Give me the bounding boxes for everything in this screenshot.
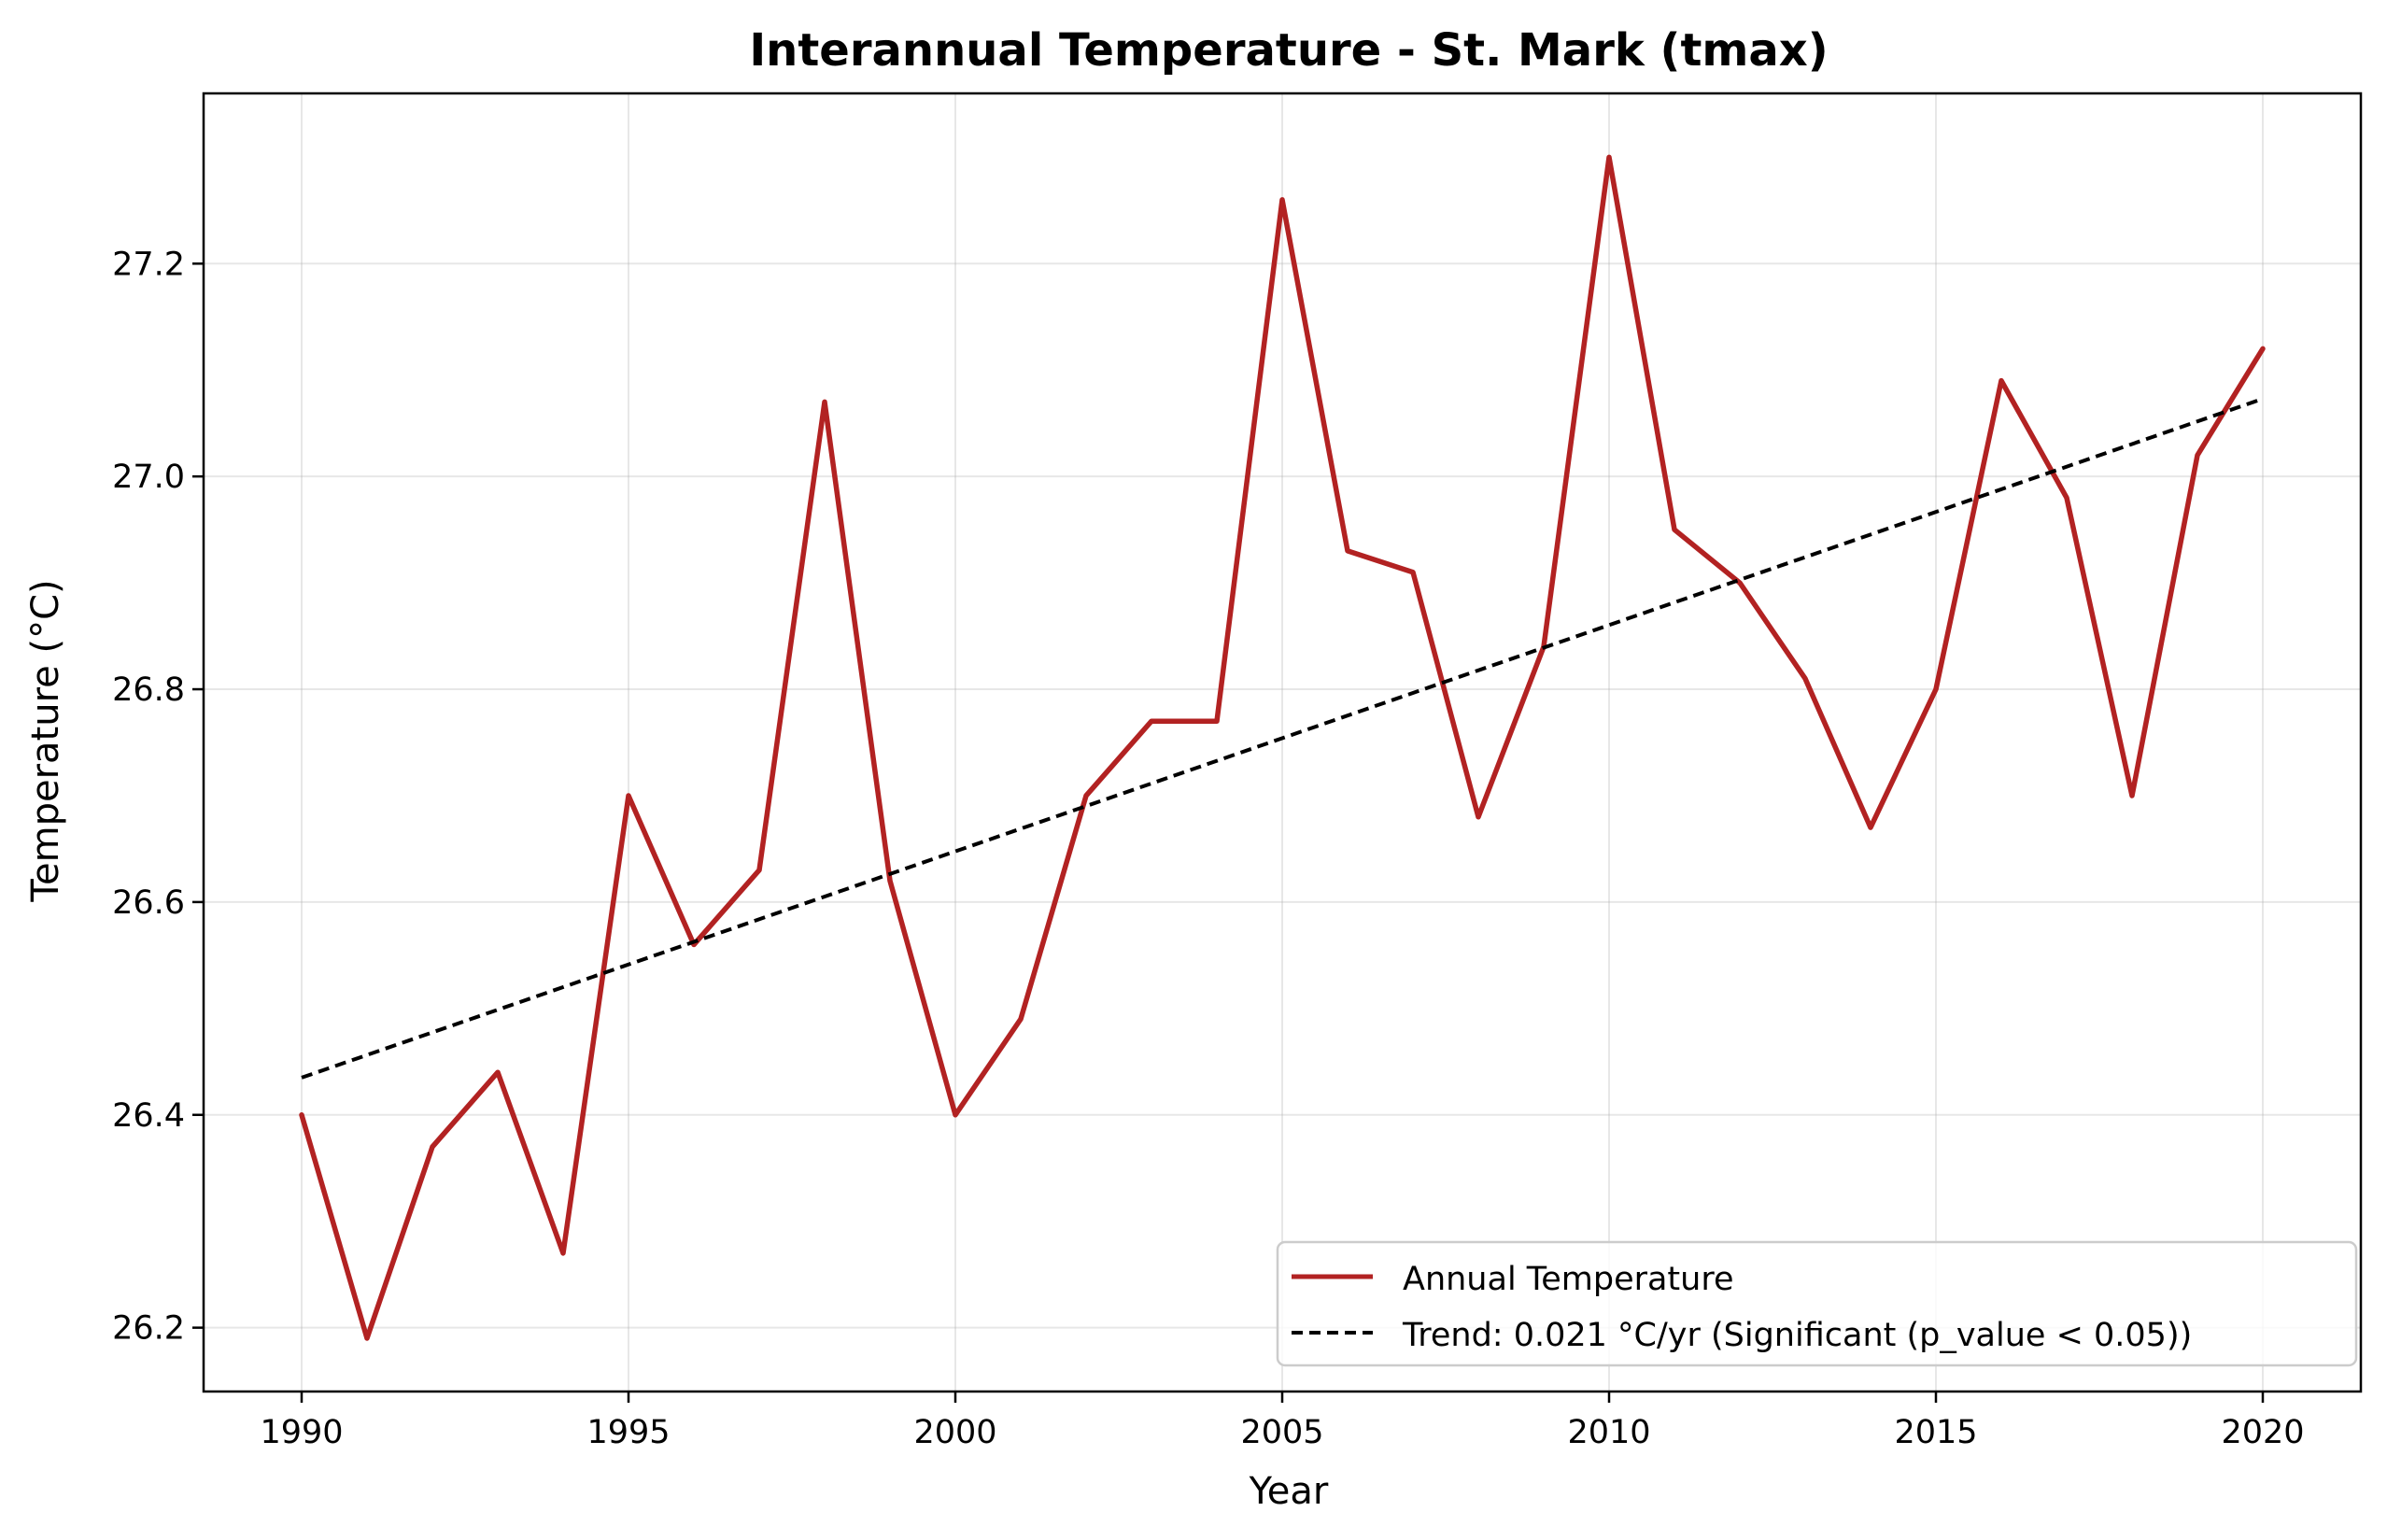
x-tick-label: 2005 bbox=[1240, 1414, 1323, 1451]
x-axis-ticks: 1990 1995 2000 2005 2010 2015 2020 bbox=[260, 1392, 2305, 1451]
y-tick-label: 27.2 bbox=[112, 246, 185, 283]
x-tick-label: 2020 bbox=[2221, 1414, 2304, 1451]
plot-series bbox=[299, 154, 2266, 1341]
y-tick-label: 26.6 bbox=[112, 884, 185, 922]
legend: Annual Temperature Trend: 0.021 °C/yr (S… bbox=[1276, 1240, 2358, 1367]
y-tick-label: 26.8 bbox=[112, 671, 185, 709]
annual-temperature-line bbox=[299, 154, 2266, 1341]
y-tick-label: 27.0 bbox=[112, 459, 185, 496]
trend-line bbox=[301, 397, 2264, 1080]
legend-label-trend: Trend: 0.021 °C/yr (Significant (p_value… bbox=[1402, 1317, 2192, 1354]
y-tick-label: 26.4 bbox=[112, 1097, 185, 1135]
chart-title: Interannual Temperature - St. Mark (tmax… bbox=[749, 24, 1828, 77]
x-tick-label: 2015 bbox=[1894, 1414, 1977, 1451]
x-tick-label: 2010 bbox=[1567, 1414, 1650, 1451]
y-axis-ticks: 26.2 26.4 26.6 26.8 27.0 27.2 bbox=[112, 246, 204, 1348]
y-tick-label: 26.2 bbox=[112, 1310, 185, 1348]
legend-box bbox=[1276, 1240, 2358, 1367]
grid bbox=[204, 93, 2361, 1392]
x-axis-label: Year bbox=[1249, 1470, 1329, 1513]
legend-label-annual: Annual Temperature bbox=[1403, 1261, 1734, 1298]
y-axis-label: Temperature (°C) bbox=[24, 579, 67, 902]
x-tick-label: 2000 bbox=[913, 1414, 996, 1451]
x-tick-label: 1990 bbox=[260, 1414, 343, 1451]
x-tick-label: 1995 bbox=[586, 1414, 670, 1451]
